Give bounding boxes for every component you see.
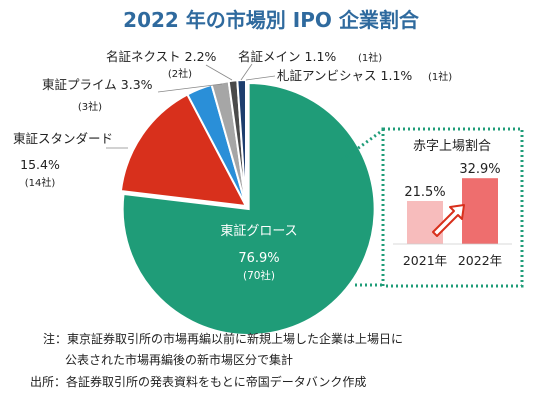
label-main: 名証メイン 1.1%: [238, 49, 336, 64]
note-line-1: 注：東京証券取引所の市場再編以前に新規上場した企業は上場日に: [43, 331, 403, 346]
leader-next: [205, 64, 233, 81]
count-main: (1社): [358, 51, 382, 64]
growth-inner-label: 東証グロース 76.9% (70社): [220, 223, 297, 282]
note-line-2: 公表された市場再編後の新市場区分で集計: [65, 352, 293, 367]
value-standard: 15.4%: [20, 157, 60, 172]
source-line: 出所：各証券取引所の発表資料をもとに帝国データバンク作成: [30, 374, 366, 389]
label-standard: 東証スタンダード: [13, 131, 113, 146]
bar-value-label-0: 21.5%: [404, 185, 445, 200]
label-next: 名証ネクスト 2.2%: [106, 49, 217, 64]
bar-category-2022: 2022年: [458, 253, 502, 268]
bar-category-2021: 2021年: [403, 253, 447, 268]
chart-title: 2022 年の市場別 IPO 企業割合: [123, 8, 420, 32]
label-growth: 東証グロース: [220, 223, 297, 239]
leader-lines: [106, 63, 276, 149]
pie-slice-growth: [121, 81, 376, 336]
count-prime: (3社): [78, 100, 102, 113]
pie-outer-labels: 名証ネクスト 2.2% (2社) 名証メイン 1.1% (1社) 札証アンビシャス 1…: [13, 49, 452, 189]
pie-chart: [119, 78, 376, 336]
pie-slice-ambitious: [236, 78, 247, 207]
callout-title: 赤字上場割合: [413, 138, 491, 154]
increase-arrow-icon: [432, 204, 465, 237]
label-prime: 東証プライム 3.3%: [42, 77, 153, 92]
value-growth: 76.9%: [238, 251, 279, 266]
label-ambitious: 札証アンビシャス 1.1%: [277, 68, 412, 83]
connector-top: [341, 128, 384, 162]
pie-slice-standard: [119, 93, 248, 208]
count-standard: (14社): [25, 176, 56, 189]
count-next: (2社): [168, 67, 192, 80]
leader-main: [240, 63, 253, 81]
bar-value-label-1: 32.9%: [459, 162, 500, 177]
bar-2022年: [462, 178, 498, 244]
count-ambitious: (1社): [428, 70, 452, 83]
callout-connectors: [341, 128, 384, 287]
deficit-bar-chart: 21.5% 32.9%: [404, 162, 501, 244]
leader-prime: [157, 83, 223, 93]
leader-ambitious: [245, 75, 276, 81]
count-growth: (70社): [243, 269, 275, 282]
bar-2021年: [407, 201, 443, 244]
